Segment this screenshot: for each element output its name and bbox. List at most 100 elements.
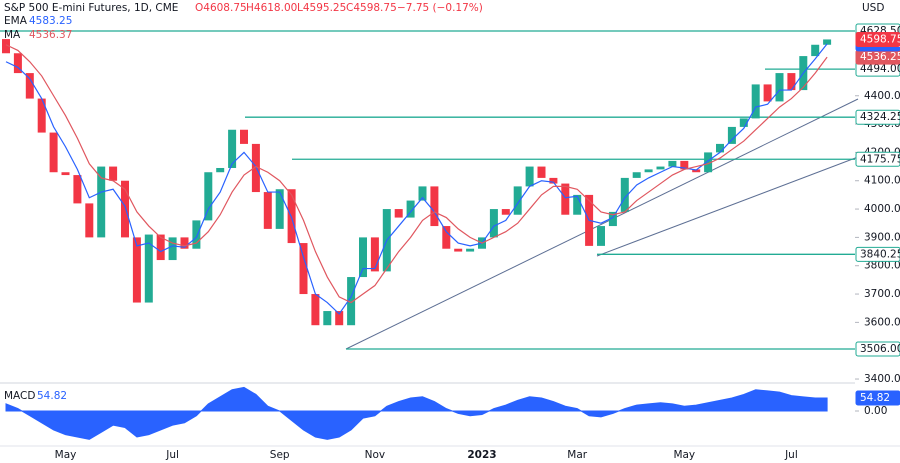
- x-tick-label: Nov: [365, 449, 386, 461]
- candle: [632, 172, 641, 178]
- candle: [716, 143, 724, 153]
- trendline: [596, 156, 859, 257]
- candle: [228, 129, 237, 168]
- candle: [573, 194, 582, 215]
- candle: [394, 209, 403, 218]
- price-axis-label: 4598.75: [860, 33, 900, 45]
- candle: [823, 39, 832, 45]
- level-label-box: [855, 109, 900, 125]
- candle: [775, 73, 784, 102]
- change: −7.75 (−0.17%): [397, 2, 483, 14]
- candle: [2, 39, 10, 54]
- currency: USD: [862, 2, 884, 14]
- ohlc-low: L4595.25: [297, 2, 346, 14]
- candle: [37, 98, 46, 133]
- candle: [13, 53, 22, 74]
- candle: [680, 160, 689, 170]
- candle: [216, 167, 225, 173]
- candle: [751, 84, 760, 119]
- candle: [513, 186, 522, 215]
- candle: [525, 166, 534, 187]
- candle: [370, 237, 379, 272]
- candle: [359, 237, 367, 278]
- candle: [597, 226, 605, 246]
- candle: [418, 186, 427, 201]
- indicator-line: [5, 43, 828, 315]
- macd-name: MACD: [4, 390, 35, 402]
- ma-name: MA: [4, 29, 21, 41]
- level-label: 3840.25: [860, 248, 900, 260]
- x-tick-label: Sep: [270, 449, 290, 461]
- candle: [180, 237, 189, 249]
- candle: [311, 294, 320, 326]
- macd-axis-label: 54.82: [860, 392, 890, 404]
- ema-value: 4583.25: [29, 15, 72, 27]
- candle: [466, 248, 475, 252]
- y-tick-label: 4400.00: [864, 90, 900, 102]
- candle: [727, 126, 736, 144]
- x-tick-label: Jul: [784, 449, 798, 461]
- level-label: 4494.00: [860, 63, 900, 75]
- symbol-title: S&P 500 E-mini Futures, 1D, CME: [4, 2, 178, 14]
- candle: [61, 172, 70, 176]
- candle: [168, 237, 177, 261]
- x-tick-label: 2023: [467, 449, 496, 461]
- candle: [704, 152, 713, 173]
- candle: [489, 209, 498, 238]
- ohlc-open: O4608.75: [195, 2, 247, 14]
- candle: [537, 166, 546, 178]
- price-axis: 3400.00 3600.00 3700.00 3800.00 3900.00 4000.…: [855, 23, 900, 417]
- candle: [561, 183, 570, 215]
- ma-axis-label: 4536.25: [860, 51, 900, 63]
- macd-value: 54.82: [37, 390, 67, 402]
- candle: [668, 160, 677, 167]
- candle: [85, 203, 94, 238]
- y-tick-label: 3400.00: [864, 373, 900, 385]
- candle: [442, 226, 451, 249]
- x-tick-label: May: [673, 449, 695, 461]
- price-axis-label-box: [855, 31, 900, 47]
- macd-tick-label: 0.00: [864, 405, 887, 417]
- candle: [501, 209, 510, 215]
- y-tick-label: 3700.00: [864, 288, 900, 300]
- candle: [25, 73, 34, 99]
- candle: [132, 237, 141, 303]
- y-tick-label: 4000.00: [864, 203, 900, 215]
- candle: [656, 166, 665, 170]
- candle: [644, 169, 653, 173]
- candle: [97, 166, 106, 238]
- candle: [109, 166, 118, 181]
- trendline: [345, 98, 859, 350]
- candle: [240, 129, 248, 144]
- candle: [787, 73, 796, 91]
- x-tick-label: Jul: [165, 449, 179, 461]
- x-tick-label: May: [55, 449, 77, 461]
- x-tick-label: Mar: [567, 449, 587, 461]
- ohlc-close: C4598.75: [346, 2, 397, 14]
- macd-area: [5, 386, 828, 440]
- candle: [204, 172, 213, 221]
- candle: [263, 192, 272, 229]
- level-label: 4324.25: [860, 111, 900, 123]
- legend: S&P 500 E-mini Futures, 1D, CME O4608.75…: [4, 2, 483, 402]
- candle: [73, 175, 82, 204]
- ohlc-high: H4618.00: [246, 2, 297, 14]
- candle: [156, 234, 165, 261]
- ema-name: EMA: [4, 15, 28, 27]
- macd-axis-label-box: [855, 390, 900, 406]
- level-label: 4175.75: [860, 153, 900, 165]
- candle: [406, 200, 415, 218]
- plot: May Jul Sep Nov 2023 Mar May Jul: [0, 30, 855, 461]
- candle: [49, 132, 58, 173]
- candle: [739, 118, 748, 127]
- candle: [620, 177, 629, 212]
- candle: [430, 186, 439, 227]
- level-label-box: [855, 341, 900, 357]
- candle: [608, 211, 617, 227]
- candle: [454, 248, 463, 252]
- candle: [299, 243, 308, 295]
- candle: [763, 84, 772, 102]
- level-label: 3506.00: [860, 343, 900, 355]
- y-tick-label: 3600.00: [864, 316, 900, 328]
